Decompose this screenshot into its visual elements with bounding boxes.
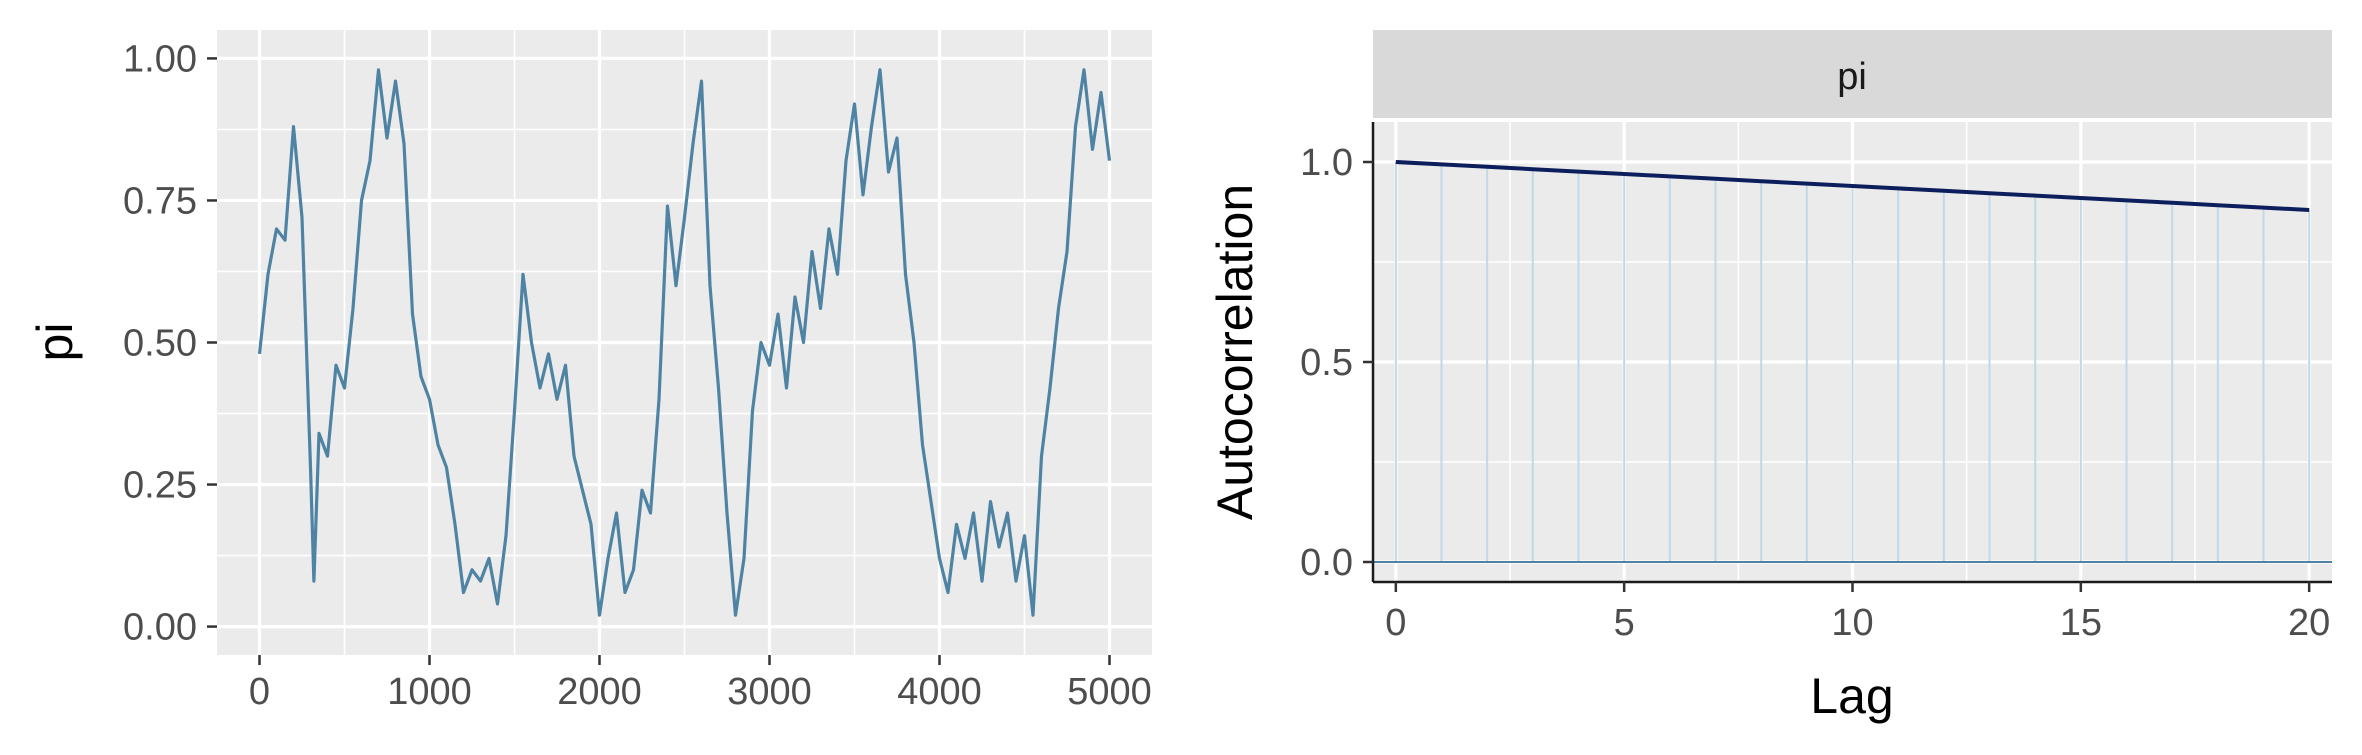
acf-x-tick-label: 5 (1614, 602, 1635, 644)
trace-x-tick-label: 3000 (727, 671, 812, 713)
facet-strip-label: pi (1837, 56, 1867, 98)
trace-x-tick-label: 4000 (897, 671, 982, 713)
trace-x-tick-label: 0 (249, 671, 270, 713)
acf-line (1395, 160, 2310, 212)
trace-y-tick-label: 1.00 (123, 38, 197, 80)
trace-y-tick-label: 0.25 (123, 465, 197, 507)
trace-y-tick-label: 0.75 (123, 180, 197, 222)
trace-axis-ticks (207, 57, 1111, 665)
trace-y-tick-label: 0.50 (123, 323, 197, 365)
acf-axis-ticks (1363, 160, 2311, 592)
trace-series (257, 68, 1112, 617)
acf-x-tick-labels: 0 5 10 15 20 (1385, 602, 2330, 644)
trace-x-tick-label: 2000 (557, 671, 642, 713)
trace-x-tick-label: 1000 (387, 671, 472, 713)
trace-plot-panel: 0.00 0.25 0.50 0.75 1.00 0 1000 2000 3000 4000 50… (27, 30, 1152, 713)
acf-y-tick-labels: 0.0 0.5 1.0 (1300, 142, 1353, 584)
acf-y-axis-title: Autocorrelation (1207, 184, 1263, 520)
trace-x-tick-labels: 0 1000 2000 3000 4000 5000 (249, 671, 1152, 713)
trace-x-tick-label: 5000 (1067, 671, 1152, 713)
acf-y-tick-label: 1.0 (1300, 142, 1353, 184)
acf-y-tick-label: 0.0 (1300, 542, 1353, 584)
trace-y-axis-title: pi (27, 323, 83, 362)
acf-x-tick-label: 20 (2288, 602, 2330, 644)
acf-x-tick-label: 10 (1831, 602, 1873, 644)
acf-x-tick-label: 0 (1385, 602, 1406, 644)
facet-strip (1373, 30, 2332, 118)
trace-line (257, 68, 1112, 617)
acf-y-tick-label: 0.5 (1300, 342, 1353, 384)
acf-plot-panel: pi 0.0 0.5 1.0 0 5 10 15 20 Lag Autocorrelatio… (1207, 30, 2332, 724)
acf-line-group (1395, 160, 2310, 212)
trace-y-tick-label: 0.00 (123, 607, 197, 649)
acf-bars (1394, 162, 2311, 562)
acf-x-tick-label: 15 (2060, 602, 2102, 644)
trace-y-tick-labels: 0.00 0.25 0.50 0.75 1.00 (123, 38, 197, 648)
acf-x-axis-title: Lag (1810, 668, 1893, 724)
